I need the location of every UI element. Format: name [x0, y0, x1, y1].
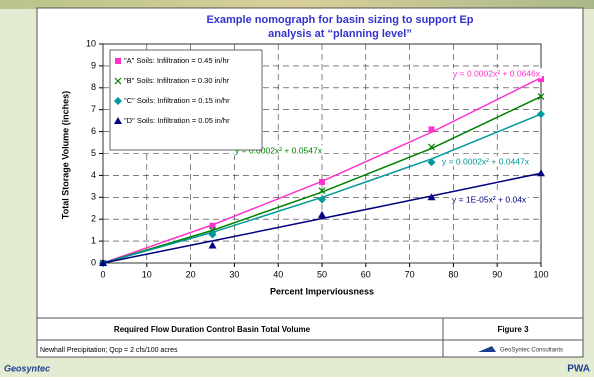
trend-equation: y = 0.0002x² + 0.0646x — [453, 68, 541, 78]
slide: Example nomograph for basin sizing to su… — [0, 0, 594, 377]
legend-label: "B" Soils: Infiltration = 0.30 in/hr — [124, 76, 230, 85]
x-tick-label: 100 — [533, 269, 548, 279]
x-tick-label: 30 — [229, 269, 239, 279]
y-axis-label: Total Storage Volume (inches) — [60, 91, 70, 219]
y-tick-label: 7 — [91, 104, 96, 114]
footer-note: Newhall Precipitation; Qcp = 2 cfs/100 a… — [40, 347, 178, 354]
figure-label: Figure 3 — [497, 325, 529, 334]
x-tick-label: 80 — [448, 269, 458, 279]
logo-right: PWA — [567, 364, 590, 375]
x-tick-label: 90 — [492, 269, 502, 279]
legend-label: "D" Soils: Infiltration = 0.05 in/hr — [124, 116, 230, 125]
y-tick-label: 2 — [91, 214, 96, 224]
x-tick-label: 20 — [186, 269, 196, 279]
x-tick-label: 0 — [100, 269, 105, 279]
x-tick-label: 10 — [142, 269, 152, 279]
x-tick-label: 50 — [317, 269, 327, 279]
y-tick-label: 0 — [91, 257, 96, 267]
legend-label: "C" Soils: Infiltration = 0.15 in/hr — [124, 96, 230, 105]
x-axis-label: Percent Imperviousness — [270, 286, 374, 296]
x-tick-label: 60 — [361, 269, 371, 279]
logo-left: Geosyntec — [4, 363, 50, 373]
page: Example nomograph for basin sizing to su… — [0, 0, 594, 382]
y-tick-label: 9 — [91, 60, 96, 70]
y-tick-label: 1 — [91, 235, 96, 245]
x-tick-label: 40 — [273, 269, 283, 279]
footer-caption: Required Flow Duration Control Basin Tot… — [114, 325, 311, 334]
y-tick-label: 3 — [91, 192, 96, 202]
y-tick-label: 6 — [91, 126, 96, 136]
trend-equation: y = 0.0002x² + 0.0447x — [442, 156, 530, 166]
legend-label: "A" Soils: Infiltration = 0.45 in/hr — [124, 56, 230, 65]
y-tick-label: 4 — [91, 170, 96, 180]
marker — [319, 179, 325, 185]
y-tick-label: 5 — [91, 148, 96, 158]
y-tick-label: 10 — [86, 38, 96, 48]
firm-name: GeoSyntec Consultants — [500, 348, 563, 354]
y-tick-label: 8 — [91, 82, 96, 92]
marker — [429, 126, 435, 132]
trend-equation: y = 1E-05x² + 0.04x — [452, 194, 527, 204]
marker — [115, 58, 121, 64]
x-tick-label: 70 — [405, 269, 415, 279]
legend: "A" Soils: Infiltration = 0.45 in/hr "B" … — [110, 50, 262, 150]
